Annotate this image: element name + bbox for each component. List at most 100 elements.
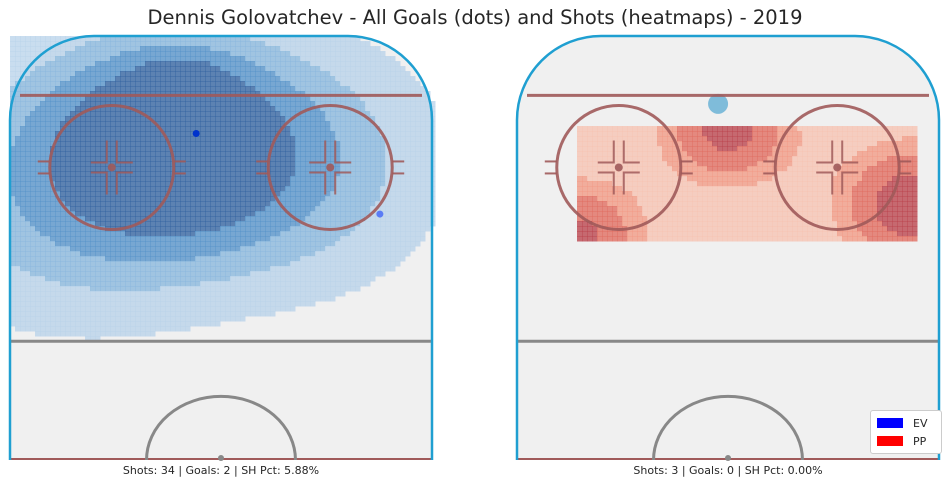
heatmap-cell-ev <box>375 56 381 62</box>
heatmap-cell-ev <box>310 91 316 97</box>
heatmap-cell-ev <box>150 171 156 177</box>
heatmap-cell-ev <box>210 76 216 82</box>
heatmap-cell-ev <box>85 111 91 117</box>
heatmap-cell-pp <box>637 161 643 167</box>
heatmap-cell-ev <box>30 321 36 327</box>
heatmap-cell-ev <box>260 276 266 282</box>
heatmap-cell-ev <box>40 106 46 112</box>
heatmap-cell-ev <box>230 291 236 297</box>
heatmap-cell-ev <box>115 301 121 307</box>
heatmap-cell-ev <box>310 226 316 232</box>
heatmap-cell-pp <box>617 131 623 137</box>
heatmap-cell-ev <box>240 126 246 132</box>
heatmap-cell-ev <box>85 56 91 62</box>
heatmap-cell-ev <box>365 61 371 67</box>
heatmap-cell-ev <box>15 116 21 122</box>
heatmap-cell-ev <box>310 286 316 292</box>
heatmap-cell-ev <box>110 231 116 237</box>
heatmap-cell-pp <box>647 196 653 202</box>
heatmap-cell-ev <box>220 256 226 262</box>
heatmap-cell-ev <box>415 161 421 167</box>
heatmap-cell-ev <box>245 101 251 107</box>
heatmap-cell-ev <box>235 221 241 227</box>
heatmap-cell-ev <box>105 161 111 167</box>
heatmap-cell-ev <box>235 106 241 112</box>
heatmap-cell-ev <box>365 221 371 227</box>
heatmap-cell-ev <box>305 156 311 162</box>
heatmap-cell-ev <box>95 206 101 212</box>
heatmap-cell-ev <box>150 296 156 302</box>
heatmap-cell-ev <box>265 181 271 187</box>
heatmap-cell-ev <box>200 181 206 187</box>
heatmap-cell-ev <box>150 221 156 227</box>
heatmap-cell-ev <box>250 296 256 302</box>
heatmap-cell-ev <box>85 36 91 42</box>
heatmap-cell-ev <box>125 176 131 182</box>
heatmap-cell-ev <box>135 241 141 247</box>
heatmap-cell-ev <box>185 41 191 47</box>
heatmap-cell-ev <box>155 51 161 57</box>
heatmap-cell-ev <box>185 211 191 217</box>
heatmap-cell-ev <box>15 266 21 272</box>
heatmap-cell-ev <box>105 246 111 252</box>
heatmap-cell-ev <box>210 301 216 307</box>
heatmap-cell-ev <box>100 266 106 272</box>
heatmap-cell-ev <box>280 301 286 307</box>
heatmap-cell-ev <box>15 186 21 192</box>
heatmap-cell-ev <box>20 36 26 42</box>
heatmap-cell-ev <box>95 156 101 162</box>
heatmap-cell-ev <box>255 111 261 117</box>
heatmap-cell-ev <box>95 146 101 152</box>
heatmap-cell-ev <box>365 51 371 57</box>
heatmap-cell-ev <box>80 51 86 57</box>
heatmap-cell-ev <box>405 176 411 182</box>
heatmap-cell-ev <box>240 116 246 122</box>
heatmap-cell-ev <box>110 321 116 327</box>
heatmap-cell-ev <box>215 91 221 97</box>
heatmap-cell-ev <box>425 196 431 202</box>
heatmap-cell-ev <box>170 106 176 112</box>
heatmap-cell-ev <box>95 61 101 67</box>
heatmap-cell-ev <box>10 51 16 57</box>
heatmap-cell-ev <box>85 231 91 237</box>
heatmap-cell-ev <box>110 106 116 112</box>
heatmap-cell-ev <box>235 121 241 127</box>
heatmap-cell-ev <box>215 201 221 207</box>
heatmap-cell-ev <box>205 81 211 87</box>
heatmap-cell-ev <box>355 71 361 77</box>
heatmap-cell-ev <box>255 221 261 227</box>
heatmap-cell-ev <box>300 56 306 62</box>
heatmap-cell-ev <box>100 116 106 122</box>
heatmap-cell-pp <box>632 206 638 212</box>
heatmap-cell-ev <box>360 246 366 252</box>
heatmap-cell-ev <box>55 246 61 252</box>
heatmap-cell-ev <box>60 66 66 72</box>
heatmap-cell-ev <box>290 236 296 242</box>
heatmap-cell-ev <box>240 76 246 82</box>
heatmap-cell-ev <box>65 321 71 327</box>
heatmap-cell-ev <box>400 246 406 252</box>
heatmap-cell-ev <box>10 266 16 272</box>
heatmap-cell-ev <box>80 281 86 287</box>
heatmap-cell-ev <box>135 251 141 257</box>
heatmap-cell-ev <box>355 256 361 262</box>
heatmap-cell-ev <box>275 101 281 107</box>
heatmap-cell-ev <box>345 81 351 87</box>
heatmap-cell-ev <box>205 161 211 167</box>
heatmap-cell-ev <box>410 141 416 147</box>
heatmap-cell-ev <box>175 146 181 152</box>
heatmap-cell-ev <box>105 301 111 307</box>
heatmap-cell-ev <box>135 186 141 192</box>
heatmap-cell-ev <box>55 266 61 272</box>
heatmap-cell-ev <box>50 251 56 257</box>
heatmap-cell-ev <box>280 281 286 287</box>
heatmap-cell-ev <box>410 136 416 142</box>
heatmap-cell-ev <box>375 191 381 197</box>
heatmap-cell-pp <box>637 136 643 142</box>
heatmap-cell-ev <box>365 271 371 277</box>
heatmap-cell-ev <box>330 271 336 277</box>
heatmap-cell-ev <box>290 281 296 287</box>
heatmap-cell-ev <box>325 146 331 152</box>
heatmap-cell-ev <box>270 241 276 247</box>
heatmap-cell-ev <box>210 311 216 317</box>
